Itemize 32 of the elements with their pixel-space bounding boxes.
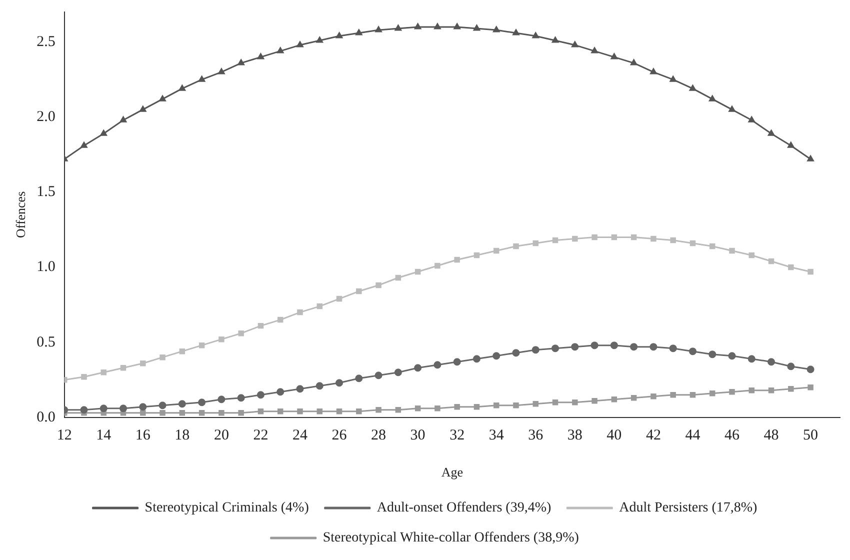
x-tick-label: 38: [567, 427, 582, 444]
x-tick-label: 32: [450, 427, 465, 444]
y-tick-label: 1.5: [36, 184, 56, 200]
x-tick-label: 44: [685, 427, 701, 444]
x-axis-title: Age: [441, 464, 464, 480]
legend-label: Stereotypical Criminals (4%): [144, 500, 310, 516]
x-tick-label: 26: [332, 427, 348, 444]
x-tick-label: 16: [135, 427, 151, 444]
x-tick-label: 42: [646, 427, 661, 444]
y-tick-label: 0.0: [36, 409, 56, 426]
legend-label: Adult Persisters (17,8%): [619, 500, 758, 516]
x-tick-label: 30: [410, 427, 426, 444]
x-tick-label: 14: [96, 427, 112, 444]
y-tick-label: 2.5: [36, 34, 56, 50]
legend-label: Adult-onset Offenders (39,4%): [376, 500, 552, 516]
x-tick-label: 46: [724, 427, 740, 444]
legend-label: Stereotypical White-collar Offenders (38,9%): [322, 530, 580, 546]
x-tick-label: 28: [371, 427, 386, 444]
x-tick-label: 36: [528, 427, 544, 444]
x-tick-label: 34: [488, 427, 504, 444]
y-tick-label: 0.5: [36, 334, 56, 350]
x-tick-label: 20: [214, 427, 229, 444]
x-tick-label: 24: [292, 427, 308, 444]
x-tick-label: 40: [606, 427, 622, 444]
y-tick-label: 1.0: [36, 259, 56, 276]
x-tick-label: 22: [253, 427, 268, 444]
y-tick-label: 2.0: [36, 109, 56, 126]
x-tick-label: 50: [803, 427, 818, 444]
y-axis-title: Offences: [13, 191, 28, 238]
x-tick-label: 18: [174, 427, 190, 444]
x-tick-label: 48: [764, 427, 779, 444]
x-tick-label: 12: [56, 427, 72, 444]
